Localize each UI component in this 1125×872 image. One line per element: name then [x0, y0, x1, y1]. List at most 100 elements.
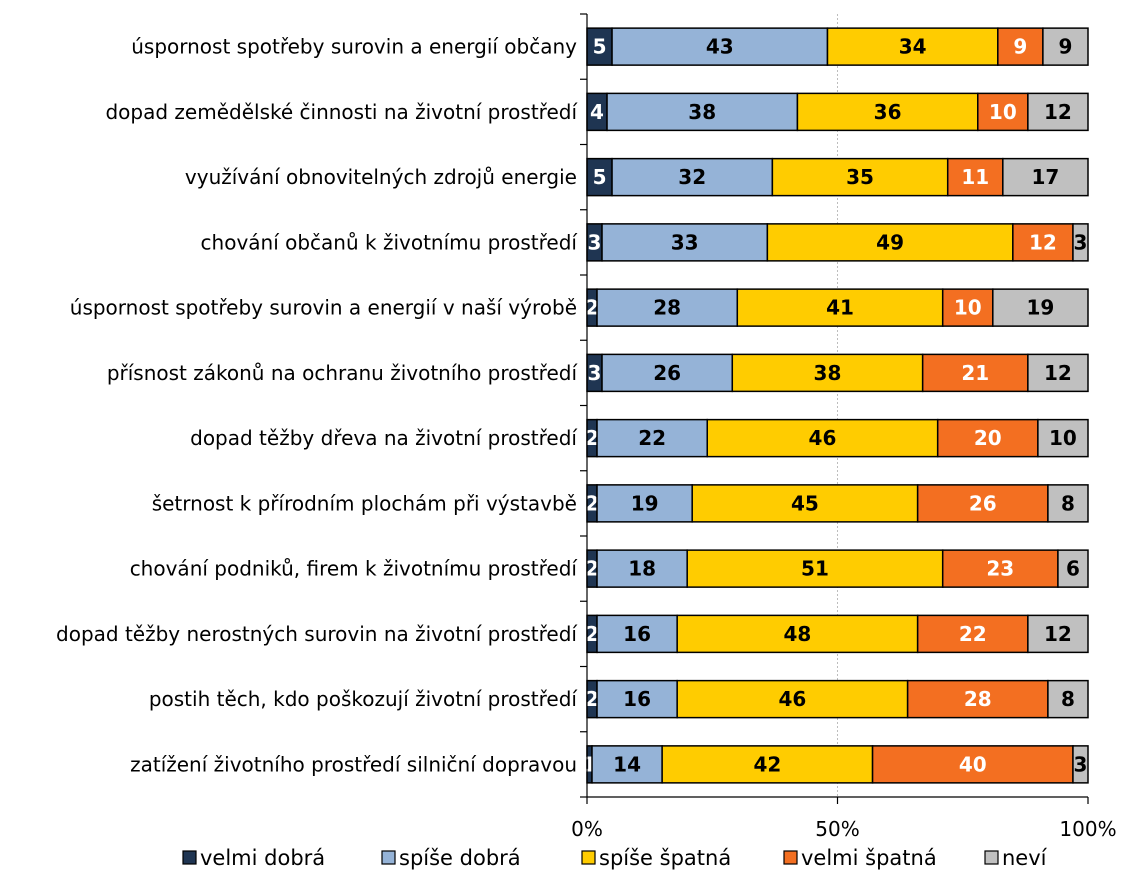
- bar-segment: [596, 484, 693, 523]
- data-label: 10: [954, 296, 982, 320]
- axes: 0% 50% 100%: [571, 13, 1117, 841]
- data-label: 14: [613, 752, 641, 776]
- category-label: dopad těžby nerostných surovin na životn…: [56, 622, 578, 646]
- data-label: 41: [826, 296, 854, 320]
- legend-swatch: [182, 850, 197, 865]
- x-tick-label: 100%: [1059, 817, 1116, 841]
- bar-segment: [1037, 418, 1089, 458]
- data-label: 40: [959, 752, 987, 776]
- x-tick-label: 50%: [815, 817, 859, 841]
- legend-swatch: [984, 850, 999, 865]
- bar-segment: [921, 353, 1029, 393]
- category-label: šetrnost k přírodním plochám při výstavb…: [152, 491, 577, 515]
- bar-segment: [686, 549, 944, 588]
- bar-segment: [691, 484, 919, 523]
- data-label: 28: [964, 687, 992, 711]
- bar-segment: [1042, 27, 1089, 66]
- bar-segment: [596, 614, 678, 654]
- data-label: 46: [778, 687, 806, 711]
- category-labels: úspornost spotřeby surovin a energií obč…: [56, 35, 578, 777]
- bars: 5 43 34 9 94 38 36 10 125 32 35 11 173 33 49 12 32 28 41 10…: [583, 27, 1089, 784]
- bar-segment: [606, 92, 799, 132]
- bar-segment: [706, 418, 939, 458]
- bar-segment: [1002, 157, 1089, 197]
- data-label: 32: [678, 165, 706, 189]
- bar-segment: [916, 484, 1049, 523]
- data-label: 16: [623, 687, 651, 711]
- data-label: 11: [961, 165, 989, 189]
- category-label: úspornost spotřeby surovin a energií obč…: [131, 35, 577, 59]
- bar-segment: [611, 157, 774, 197]
- bar-segment: [941, 288, 994, 327]
- data-label: 36: [874, 100, 902, 124]
- legend-swatch: [381, 850, 396, 865]
- bar-segment: [871, 745, 1074, 784]
- bar-segment: [596, 288, 739, 327]
- data-label: 6: [1066, 557, 1080, 581]
- bar-segment: [1072, 745, 1089, 784]
- data-label: 35: [846, 165, 874, 189]
- data-label: 2: [585, 491, 599, 515]
- data-label: 48: [783, 622, 811, 646]
- bar-segment: [676, 679, 909, 719]
- category-label: dopad těžby dřeva na životní prostředí: [190, 426, 578, 450]
- data-label: 23: [986, 557, 1014, 581]
- category-label: přísnost zákonů na ochranu životního pro…: [107, 361, 579, 385]
- data-label: 9: [1013, 35, 1027, 59]
- bar-segment: [736, 288, 944, 327]
- category-label: postih těch, kdo poškozují životní prost…: [149, 687, 579, 711]
- bar-segment: [946, 157, 1004, 197]
- data-label: 51: [801, 557, 829, 581]
- data-label: 17: [1031, 165, 1059, 189]
- data-label: 2: [585, 687, 599, 711]
- data-label: 9: [1058, 35, 1072, 59]
- bar-segment: [731, 353, 924, 393]
- bar-segment: [596, 549, 688, 588]
- data-label: 26: [969, 491, 997, 515]
- category-label: využívání obnovitelných zdrojů energie: [185, 165, 577, 189]
- bar-segment: [1027, 614, 1089, 654]
- data-label: 38: [688, 100, 716, 124]
- legend-swatch: [581, 850, 596, 865]
- data-label: 8: [1061, 491, 1075, 515]
- data-label: 19: [631, 491, 659, 515]
- legend-label: velmi dobrá: [200, 846, 325, 870]
- data-label: 21: [961, 361, 989, 385]
- x-tick-label: 0%: [571, 817, 603, 841]
- bar-segment: [771, 157, 949, 197]
- data-label: 20: [974, 426, 1002, 450]
- data-label: 8: [1061, 687, 1075, 711]
- data-label: 38: [814, 361, 842, 385]
- data-label: 18: [628, 557, 656, 581]
- bar-segment: [992, 288, 1089, 327]
- bar-segment: [1047, 679, 1089, 719]
- data-label: 2: [585, 622, 599, 646]
- data-label: 12: [1044, 361, 1072, 385]
- data-label: 3: [1074, 230, 1088, 254]
- data-label: 10: [1049, 426, 1077, 450]
- data-label: 16: [623, 622, 651, 646]
- category-label: dopad zemědělské činnosti na životní pro…: [105, 100, 578, 124]
- data-label: 28: [653, 296, 681, 320]
- bar-segment: [941, 549, 1059, 588]
- data-label: 2: [585, 426, 599, 450]
- bar-segment: [586, 27, 613, 66]
- data-label: 19: [1026, 296, 1054, 320]
- data-label: 33: [671, 230, 699, 254]
- bar-segment: [676, 614, 919, 654]
- legend-label: neví: [1002, 846, 1048, 870]
- data-label: 12: [1029, 230, 1057, 254]
- category-label: chování občanů k životnímu prostředí: [201, 230, 579, 254]
- bar-segment: [906, 679, 1049, 719]
- legend-label: spíše špatná: [599, 846, 731, 870]
- data-label: 22: [638, 426, 666, 450]
- data-label: 10: [989, 100, 1017, 124]
- data-label: 3: [588, 361, 602, 385]
- bar-segment: [1047, 484, 1089, 523]
- data-label: 45: [791, 491, 819, 515]
- data-label: 12: [1044, 100, 1072, 124]
- data-label: 26: [653, 361, 681, 385]
- bar-segment: [596, 418, 708, 458]
- data-label: 5: [593, 35, 607, 59]
